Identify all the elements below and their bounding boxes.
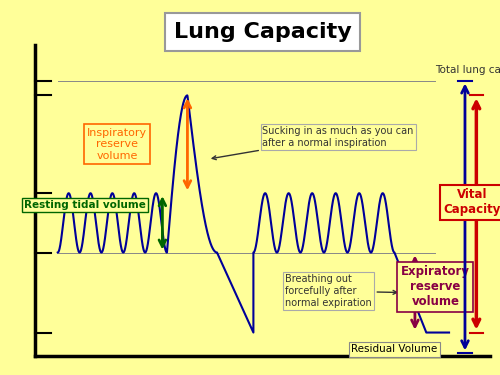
Text: Sucking in as much as you can
after a normal inspiration: Sucking in as much as you can after a no… xyxy=(212,126,414,160)
Text: Vital
Capacity: Vital Capacity xyxy=(443,188,500,216)
Text: Total lung capacity: Total lung capacity xyxy=(436,64,500,75)
Text: Breathing out
forcefully after
normal expiration: Breathing out forcefully after normal ex… xyxy=(285,274,397,308)
Text: Residual Volume: Residual Volume xyxy=(352,344,438,354)
Text: Expiratory
reserve
volume: Expiratory reserve volume xyxy=(401,265,470,308)
Text: Lung Capacity: Lung Capacity xyxy=(174,22,352,42)
Text: Inspiratory
reserve
volume: Inspiratory reserve volume xyxy=(87,128,147,161)
Text: Resting tidal volume: Resting tidal volume xyxy=(24,200,146,210)
